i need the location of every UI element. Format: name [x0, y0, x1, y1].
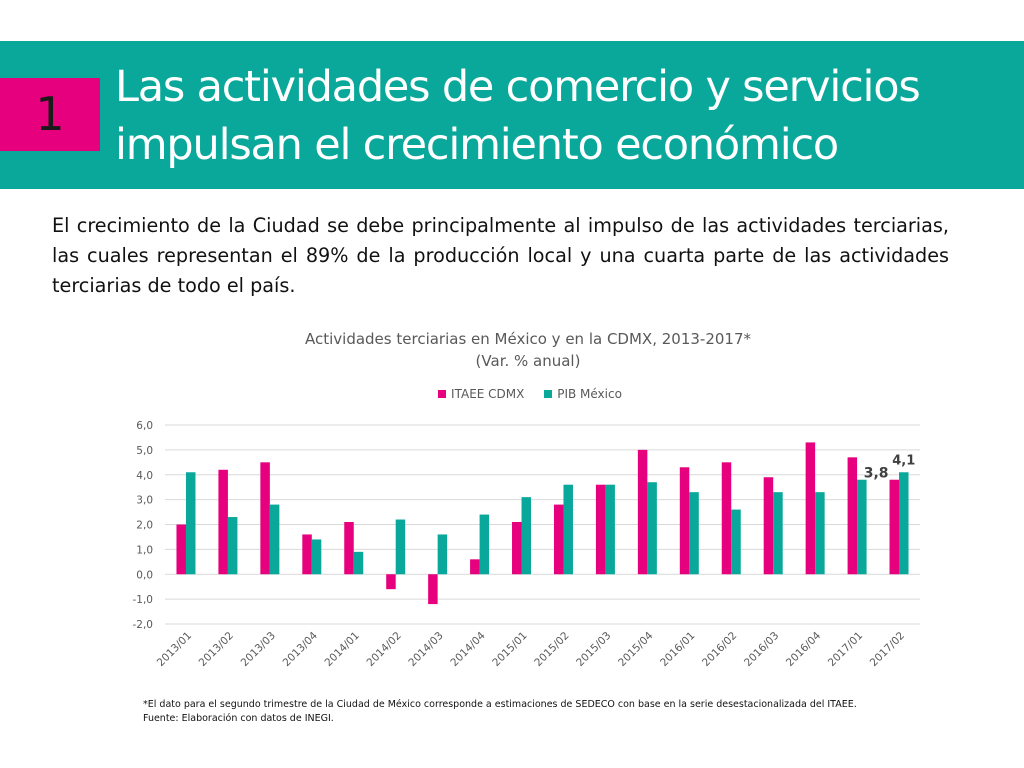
- x-tick-label: 2013/02: [197, 630, 236, 669]
- x-tick-label: 2017/02: [868, 630, 907, 669]
- data-label-pib-last: 4,1: [892, 453, 915, 468]
- y-tick-label: 1,0: [136, 544, 153, 556]
- bar-itaee-2016-04: [805, 442, 816, 575]
- x-tick-label: 2016/03: [742, 630, 781, 669]
- bar-pib-2013-02: [227, 517, 238, 575]
- bar-itaee-2014-01: [344, 522, 354, 575]
- bar-pib-2015-02: [563, 484, 573, 575]
- bar-itaee-2015-02: [553, 504, 564, 575]
- legend-label-pib: PIB México: [557, 387, 622, 401]
- bar-itaee-2014-04: [470, 559, 480, 575]
- footnote-text: *El dato para el segundo trimestre de la…: [143, 699, 857, 710]
- bar-itaee-2016-02: [721, 462, 732, 575]
- bar-pib-2015-01: [521, 497, 532, 575]
- header-band: [0, 41, 1024, 189]
- chart-title: Actividades terciarias en México y en la…: [304, 330, 751, 348]
- x-tick-label: 2013/03: [239, 630, 278, 669]
- bar-pib-2015-03: [605, 484, 615, 575]
- x-tick-label: 2015/03: [574, 630, 613, 669]
- chart-title-block: Actividades terciarias en México y en la…: [128, 328, 928, 372]
- bar-itaee-2013-02: [218, 469, 228, 575]
- bar-pib-2014-03: [437, 534, 448, 575]
- bar-pib-2016-01: [689, 492, 699, 575]
- bar-itaee-2015-01: [512, 522, 522, 575]
- y-tick-label: 0,0: [136, 569, 153, 581]
- x-tick-label: 2016/02: [700, 630, 739, 669]
- y-tick-label: 4,0: [136, 470, 153, 482]
- bar-itaee-2013-04: [302, 534, 312, 575]
- legend-swatch-pib: [544, 390, 553, 398]
- bar-pib-2015-04: [647, 482, 657, 575]
- x-tick-label: 2013/01: [155, 630, 194, 669]
- bar-itaee-2014-03: [428, 574, 438, 605]
- x-tick-label: 2014/04: [448, 629, 488, 669]
- bar-itaee-2014-02: [386, 574, 396, 590]
- bar-pib-2014-01: [353, 551, 364, 575]
- footnote-block: *El dato para el segundo trimestre de la…: [143, 698, 1003, 726]
- bar-pib-2016-02: [731, 509, 741, 575]
- bar-itaee-2016-01: [679, 467, 690, 575]
- y-tick-label: 5,0: [136, 445, 153, 457]
- bar-itaee-2015-03: [595, 484, 606, 575]
- legend-item-itaee: ITAEE CDMX: [438, 387, 524, 401]
- chart-subtitle: (Var. % anual): [475, 352, 581, 370]
- x-tick-label: 2017/01: [826, 630, 865, 669]
- y-tick-label: 2,0: [136, 520, 153, 532]
- legend-item-pib: PIB México: [544, 387, 622, 401]
- bar-itaee-2016-03: [763, 477, 774, 575]
- x-tick-label: 2015/04: [616, 629, 656, 669]
- legend-swatch-itaee: [438, 390, 447, 398]
- x-tick-label: 2015/01: [490, 630, 529, 669]
- bar-itaee-2015-04: [637, 449, 648, 575]
- x-tick-label: 2016/01: [658, 630, 697, 669]
- bar-pib-2013-03: [269, 504, 280, 575]
- bar-itaee-2017-01: [847, 457, 858, 575]
- legend-label-itaee: ITAEE CDMX: [451, 387, 525, 401]
- y-tick-label: 6,0: [136, 420, 153, 432]
- x-tick-label: 2014/02: [364, 630, 403, 669]
- x-tick-label: 2014/03: [406, 630, 445, 669]
- bar-pib-2013-01: [185, 472, 196, 575]
- bar-itaee-2017-02: [889, 479, 900, 575]
- bar-pib-2016-03: [773, 492, 783, 575]
- bar-itaee-2013-01: [176, 524, 186, 575]
- x-tick-label: 2016/04: [784, 629, 824, 669]
- slide-number-badge: 1: [0, 78, 100, 151]
- bar-pib-2014-02: [395, 519, 406, 575]
- bar-pib-2017-02: [899, 472, 909, 575]
- y-tick-label: 3,0: [136, 495, 153, 507]
- y-tick-label: -1,0: [133, 594, 154, 606]
- bar-pib-2014-04: [479, 514, 490, 575]
- source-text: Fuente: Elaboración con datos de INEGI.: [143, 713, 334, 724]
- bar-pib-2016-04: [815, 492, 825, 575]
- bar-pib-2017-01: [857, 479, 867, 575]
- x-tick-label: 2014/01: [323, 630, 362, 669]
- bar-pib-2013-04: [311, 539, 322, 575]
- x-tick-label: 2015/02: [532, 630, 571, 669]
- x-tick-label: 2013/04: [281, 629, 321, 669]
- data-label-itaee-last: 3,8: [864, 466, 889, 482]
- bar-itaee-2013-03: [260, 462, 270, 575]
- y-tick-label: -2,0: [133, 619, 154, 631]
- slide-title: Las actividades de comercio y servicios …: [115, 62, 921, 170]
- chart-legend: ITAEE CDMX PIB México: [0, 387, 1024, 401]
- body-paragraph: El crecimiento de la Ciudad se debe prin…: [52, 214, 949, 297]
